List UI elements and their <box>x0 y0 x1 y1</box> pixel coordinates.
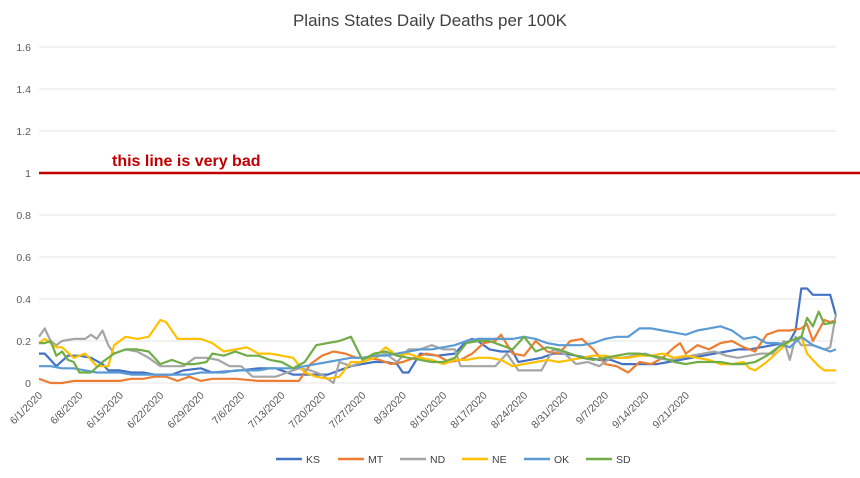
x-tick-label: 8/17/2020 <box>448 390 490 432</box>
y-tick-label: 0.2 <box>16 336 31 348</box>
legend-label-nd: ND <box>430 454 446 466</box>
legend-label-ks: KS <box>306 454 320 466</box>
x-axis-ticks: 6/1/2020 6/8/20206/15/20206/22/20206/29/2… <box>8 390 692 432</box>
series-line-ok <box>39 325 837 376</box>
x-tick-label: 8/10/2020 <box>408 390 450 432</box>
legend-label-ne: NE <box>492 454 507 466</box>
gridlines <box>39 46 836 384</box>
x-tick-label: 9/14/2020 <box>610 390 652 432</box>
y-tick-label: 1.4 <box>16 84 31 96</box>
series-line-nd <box>38 313 838 385</box>
x-tick-label: 7/6/2020 <box>210 390 247 427</box>
x-tick-label: 7/20/2020 <box>287 390 329 432</box>
x-tick-label: 7/13/2020 <box>246 390 288 432</box>
legend-label-ok: OK <box>554 454 569 466</box>
y-tick-label: 0.4 <box>16 294 31 306</box>
x-tick-label: 6/22/2020 <box>125 390 167 432</box>
legend: KS MT ND NE OK SD <box>276 454 631 466</box>
x-tick-label: 6/8/2020 <box>48 390 85 427</box>
series-line-sd <box>39 310 837 374</box>
x-tick-label: 6/29/2020 <box>165 390 207 432</box>
y-tick-label: 0 <box>25 378 31 390</box>
y-tick-label: 0.6 <box>16 252 31 264</box>
y-tick-label: 0.8 <box>16 210 31 222</box>
series-lines <box>38 287 838 385</box>
y-tick-label: 1 <box>25 168 31 180</box>
y-tick-label: 1.2 <box>16 126 31 138</box>
x-tick-label: 9/21/2020 <box>650 390 692 432</box>
x-tick-label: 8/31/2020 <box>529 390 571 432</box>
chart-title: Plains States Daily Deaths per 100K <box>293 11 568 30</box>
x-tick-label: 8/24/2020 <box>489 390 531 432</box>
x-tick-label: 7/27/2020 <box>327 390 369 432</box>
x-tick-label: 9/7/2020 <box>574 390 611 427</box>
legend-label-mt: MT <box>368 454 384 466</box>
x-tick-label: 6/15/2020 <box>84 390 126 432</box>
reference-line-label: this line is very bad <box>112 153 261 170</box>
y-tick-label: 1.6 <box>16 42 31 54</box>
x-tick-label: 6/1/2020 <box>8 390 45 427</box>
y-axis-ticks: 0 0.2 0.4 0.6 0.8 1 1.2 1.4 1.6 <box>16 42 31 390</box>
x-tick-label: 8/3/2020 <box>372 390 409 427</box>
legend-label-sd: SD <box>616 454 631 466</box>
